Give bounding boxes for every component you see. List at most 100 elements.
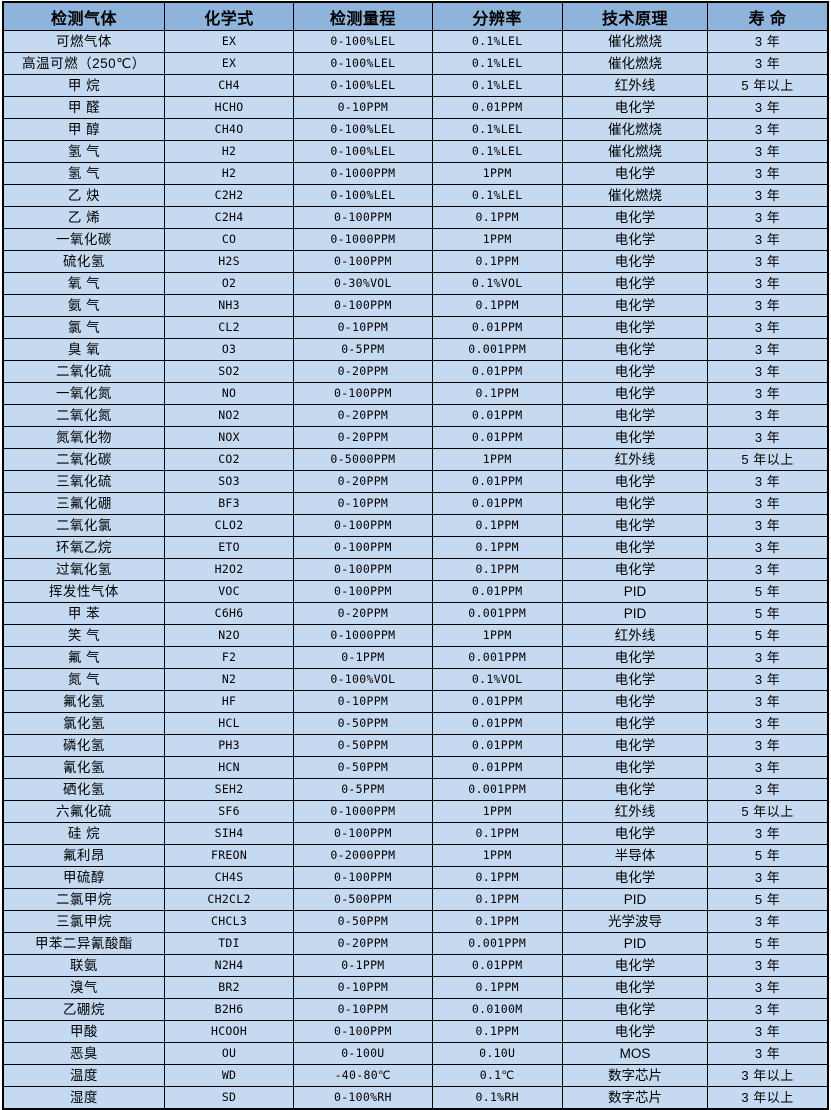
cell-formula: NO2 [163,404,295,427]
cell-tech: 电化学 [561,294,709,317]
cell-range: 0-100PPM [293,536,433,559]
table-row: 硅 烷 SIH4 0-100PPM 0.1PPM 电化学 3 年 [2,822,829,845]
cell-tech: 电化学 [561,998,709,1021]
cell-formula: ETO [163,536,295,559]
cell-res: 0.1PPM [431,250,563,273]
cell-res: 0.001PPM [431,338,563,361]
cell-formula: N2 [163,668,295,691]
table-row: 甲苯二异氰酸酯 TDI 0-20PPM 0.001PPM PID 5 年 [2,932,829,955]
cell-res: 0.01PPM [431,690,563,713]
cell-range: 0-100PPM [293,866,433,889]
cell-tech: 催化燃烧 [561,140,709,163]
cell-range: 0-10PPM [293,690,433,713]
column-header-name: 检测气体 [2,1,165,31]
cell-res: 0.01PPM [431,954,563,977]
cell-range: 0-50PPM [293,712,433,735]
cell-formula: CH4O [163,118,295,141]
cell-formula: H2 [163,162,295,185]
cell-range: 0-30%VOL [293,272,433,295]
cell-name: 环氧乙烷 [2,536,165,559]
cell-tech: 光学波导 [561,910,709,933]
cell-life: 3 年 [707,734,829,757]
cell-name: 甲硫醇 [2,866,165,889]
cell-life: 3 年 [707,360,829,383]
cell-tech: PID [561,888,709,911]
cell-name: 一氧化碳 [2,228,165,251]
cell-res: 0.01PPM [431,756,563,779]
cell-life: 3 年 [707,30,829,53]
cell-tech: 电化学 [561,250,709,273]
cell-name: 硅 烷 [2,822,165,845]
table-row: 氟利昂 FREON 0-2000PPM 1PPM 半导体 5 年 [2,844,829,867]
cell-tech: MOS [561,1042,709,1065]
cell-life: 3 年 [707,690,829,713]
cell-name: 六氟化硫 [2,800,165,823]
table-header: 检测气体 化学式 检测量程 分辨率 技术原理寿 命 [2,1,829,31]
cell-name: 二氧化硫 [2,360,165,383]
cell-life: 3 年 [707,712,829,735]
cell-formula: HCN [163,756,295,779]
cell-name: 挥发性气体 [2,580,165,603]
cell-name: 二氧化氯 [2,514,165,537]
cell-formula: CHCL3 [163,910,295,933]
cell-range: 0-100PPM [293,250,433,273]
cell-res: 0.1PPM [431,888,563,911]
cell-tech: 电化学 [561,558,709,581]
cell-life: 3 年 [707,668,829,691]
cell-tech: 催化燃烧 [561,30,709,53]
cell-res: 0.01PPM [431,580,563,603]
cell-formula: FREON [163,844,295,867]
cell-res: 0.1PPM [431,558,563,581]
table-row: 过氧化氢 H2O2 0-100PPM 0.1PPM 电化学 3 年 [2,558,829,581]
table-row: 湿度 SD 0-100%RH 0.1%RH 数字芯片 3 年以上 [2,1086,829,1110]
table-row: 硒化氢 SEH2 0-5PPM 0.001PPM 电化学 3 年 [2,778,829,801]
cell-range: 0-100PPM [293,580,433,603]
cell-name: 甲 醇 [2,118,165,141]
cell-name: 一氧化氮 [2,382,165,405]
cell-tech: PID [561,932,709,955]
cell-range: 0-10PPM [293,316,433,339]
table-row: 氰化氢 HCN 0-50PPM 0.01PPM 电化学 3 年 [2,756,829,779]
cell-range: 0-100%LEL [293,184,433,207]
cell-tech: 电化学 [561,316,709,339]
table-row: 一氧化氮 NO 0-100PPM 0.1PPM 电化学 3 年 [2,382,829,405]
table-row: 磷化氢 PH3 0-50PPM 0.01PPM 电化学 3 年 [2,734,829,757]
cell-tech: 电化学 [561,668,709,691]
cell-tech: 电化学 [561,426,709,449]
cell-formula: O3 [163,338,295,361]
cell-range: 0-20PPM [293,602,433,625]
column-header-tech: 技术原理 [561,1,709,31]
cell-range: 0-100%LEL [293,118,433,141]
cell-res: 0.1PPM [431,514,563,537]
cell-formula: NOX [163,426,295,449]
cell-life: 3 年 [707,228,829,251]
table-row: 氯 气 CL2 0-10PPM 0.01PPM 电化学 3 年 [2,316,829,339]
cell-res: 0.001PPM [431,932,563,955]
cell-range: 0-100PPM [293,382,433,405]
cell-tech: 电化学 [561,206,709,229]
cell-res: 0.1PPM [431,910,563,933]
table-row: 二氧化氮 NO2 0-20PPM 0.01PPM 电化学 3 年 [2,404,829,427]
cell-tech: 电化学 [561,404,709,427]
cell-formula: WD [163,1064,295,1087]
cell-res: 0.1PPM [431,1020,563,1043]
cell-tech: 数字芯片 [561,1064,709,1087]
cell-name: 过氧化氢 [2,558,165,581]
cell-life: 3 年以上 [707,1086,829,1110]
cell-range: 0-10PPM [293,998,433,1021]
cell-tech: 电化学 [561,712,709,735]
cell-name: 氯 气 [2,316,165,339]
cell-life: 3 年 [707,96,829,119]
cell-formula: SIH4 [163,822,295,845]
table-row: 三氟化硼 BF3 0-10PPM 0.01PPM 电化学 3 年 [2,492,829,515]
cell-res: 0.01PPM [431,734,563,757]
cell-res: 0.01PPM [431,96,563,119]
cell-life: 5 年 [707,932,829,955]
cell-life: 3 年 [707,162,829,185]
column-header-res: 分辨率 [431,1,563,31]
table-row: 甲硫醇 CH4S 0-100PPM 0.1PPM 电化学 3 年 [2,866,829,889]
table-row: 氟化氢 HF 0-10PPM 0.01PPM 电化学 3 年 [2,690,829,713]
cell-tech: 数字芯片 [561,1086,709,1110]
cell-life: 3 年 [707,206,829,229]
cell-res: 1PPM [431,162,563,185]
